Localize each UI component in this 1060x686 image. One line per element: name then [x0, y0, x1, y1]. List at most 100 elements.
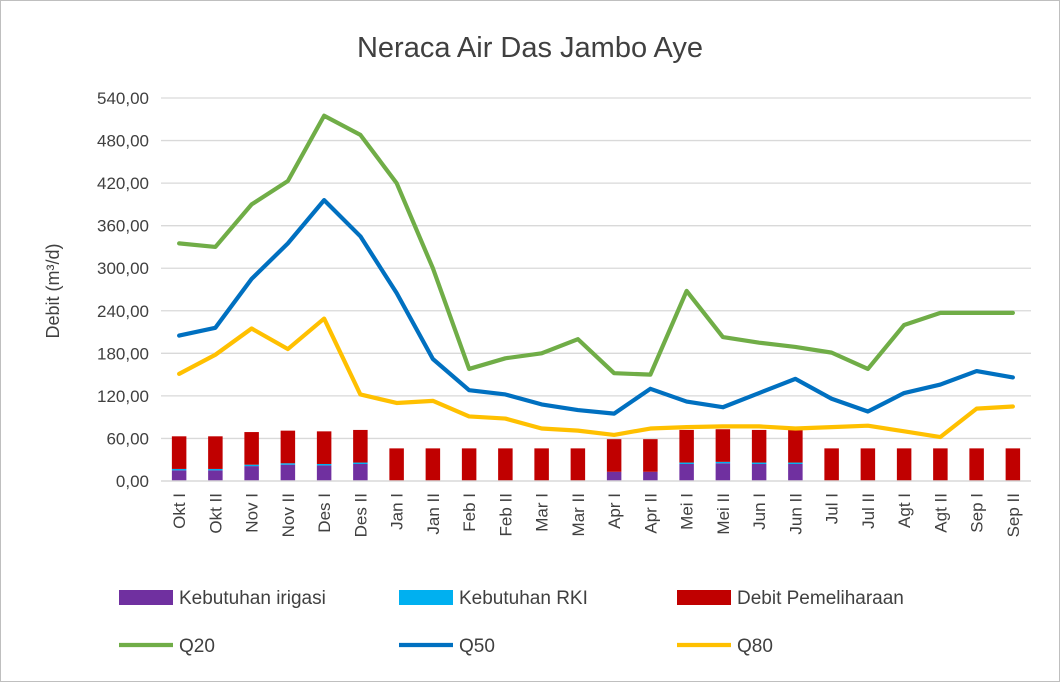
bar-segment [353, 463, 368, 481]
y-tick-label: 300,00 [97, 259, 149, 278]
y-axis-ticks: 0,00 60,00 120,00 180,00 240,00 300,00 360,00 4… [97, 89, 149, 491]
bar-segment [353, 462, 368, 464]
bar-segment [824, 448, 839, 481]
bar-segment [570, 448, 586, 481]
bar-segment [679, 462, 694, 464]
bars [171, 429, 1021, 481]
bar-segment [643, 439, 658, 472]
x-tick-label: Apr I [605, 493, 624, 529]
bar-segment [788, 429, 803, 463]
bar-segment [244, 466, 259, 481]
bar-segment [788, 463, 803, 481]
bar-segment [244, 432, 259, 465]
bar-segment [171, 468, 187, 471]
bar-segment [751, 463, 767, 481]
bar-segment [316, 465, 332, 481]
x-tick-label: Jun I [750, 493, 769, 530]
x-tick-label: Jul I [823, 493, 842, 524]
legend-swatch [677, 590, 731, 605]
y-tick-label: 60,00 [106, 429, 149, 448]
y-tick-label: 420,00 [97, 174, 149, 193]
x-tick-label: Okt I [170, 493, 189, 529]
lines [177, 113, 1015, 440]
x-tick-label: Des I [315, 493, 334, 533]
bar-segment [208, 470, 223, 481]
x-tick-label: Okt II [206, 493, 225, 534]
bar-segment [643, 471, 658, 481]
x-tick-label: Feb I [460, 493, 479, 532]
series-line-q80 [177, 316, 1015, 440]
bar-segment [353, 429, 368, 463]
bar-segment [425, 448, 441, 481]
bar-segment [606, 471, 622, 481]
bar-segment [606, 439, 622, 472]
y-tick-label: 360,00 [97, 217, 149, 236]
bar-segment [280, 463, 296, 465]
x-tick-label: Jan II [424, 493, 443, 535]
legend-swatch [119, 590, 173, 605]
x-tick-label: Sep I [968, 493, 987, 533]
bar-segment [860, 448, 876, 481]
x-tick-label: Sep II [1004, 493, 1023, 537]
bar-segment [715, 429, 731, 462]
legend-label: Q50 [459, 636, 495, 657]
bar-segment [171, 470, 187, 481]
x-tick-label: Des II [351, 493, 370, 537]
bar-segment [751, 462, 767, 464]
x-tick-label: Agt I [895, 493, 914, 528]
legend-label: Kebutuhan irigasi [179, 588, 326, 609]
y-tick-label: 120,00 [97, 387, 149, 406]
bar-segment [461, 448, 477, 481]
legend-label: Q20 [179, 636, 215, 657]
bar-segment [534, 448, 549, 481]
y-tick-label: 540,00 [97, 89, 149, 108]
legend-label: Debit Pemeliharaan [737, 588, 904, 609]
bar-segment [316, 431, 332, 464]
series-line-q20 [177, 113, 1015, 377]
bar-segment [171, 436, 187, 469]
bar-segment [715, 461, 731, 464]
x-tick-label: Mei II [714, 493, 733, 535]
x-tick-label: Mar II [569, 493, 588, 536]
bar-segment [751, 429, 767, 463]
bar-segment [933, 448, 948, 481]
bar-segment [969, 448, 984, 481]
bar-segment [208, 468, 223, 471]
y-tick-label: 0,00 [116, 472, 149, 491]
bar-segment [715, 463, 731, 481]
x-tick-label: Apr II [641, 493, 660, 534]
x-tick-label: Jun II [786, 493, 805, 535]
bar-segment [389, 448, 404, 481]
bar-segment [679, 429, 694, 463]
y-tick-label: 480,00 [97, 132, 149, 151]
bar-segment [244, 464, 259, 467]
x-tick-label: Mar I [533, 493, 552, 532]
x-tick-label: Nov I [243, 493, 262, 533]
bar-segment [316, 463, 332, 466]
x-tick-label: Jul II [859, 493, 878, 529]
x-tick-label: Mei I [678, 493, 697, 530]
legend-swatch [399, 590, 453, 605]
x-tick-label: Agt II [931, 493, 950, 533]
x-axis-ticks: Okt I Okt II Nov I Nov II Des I Des II Jan I Ja… [170, 493, 1023, 537]
chart-title: Neraca Air Das Jambo Aye [357, 32, 703, 64]
x-tick-label: Feb II [496, 493, 515, 536]
y-tick-label: 180,00 [97, 344, 149, 363]
bar-segment [788, 462, 803, 464]
y-axis-label: Debit (m³/d) [43, 243, 63, 338]
x-tick-label: Nov II [279, 493, 298, 537]
bar-segment [1005, 448, 1021, 481]
bar-segment [679, 463, 694, 481]
legend: Kebutuhan irigasi Kebutuhan RKI Debit Peme… [119, 588, 904, 657]
legend-label: Kebutuhan RKI [459, 588, 588, 609]
bar-segment [208, 436, 223, 469]
x-tick-label: Jan I [388, 493, 407, 530]
bar-segment [280, 464, 296, 481]
bar-segment [498, 448, 513, 481]
legend-label: Q80 [737, 636, 773, 657]
series-line-q50 [177, 198, 1015, 416]
bar-segment [896, 448, 912, 481]
y-tick-label: 240,00 [97, 302, 149, 321]
